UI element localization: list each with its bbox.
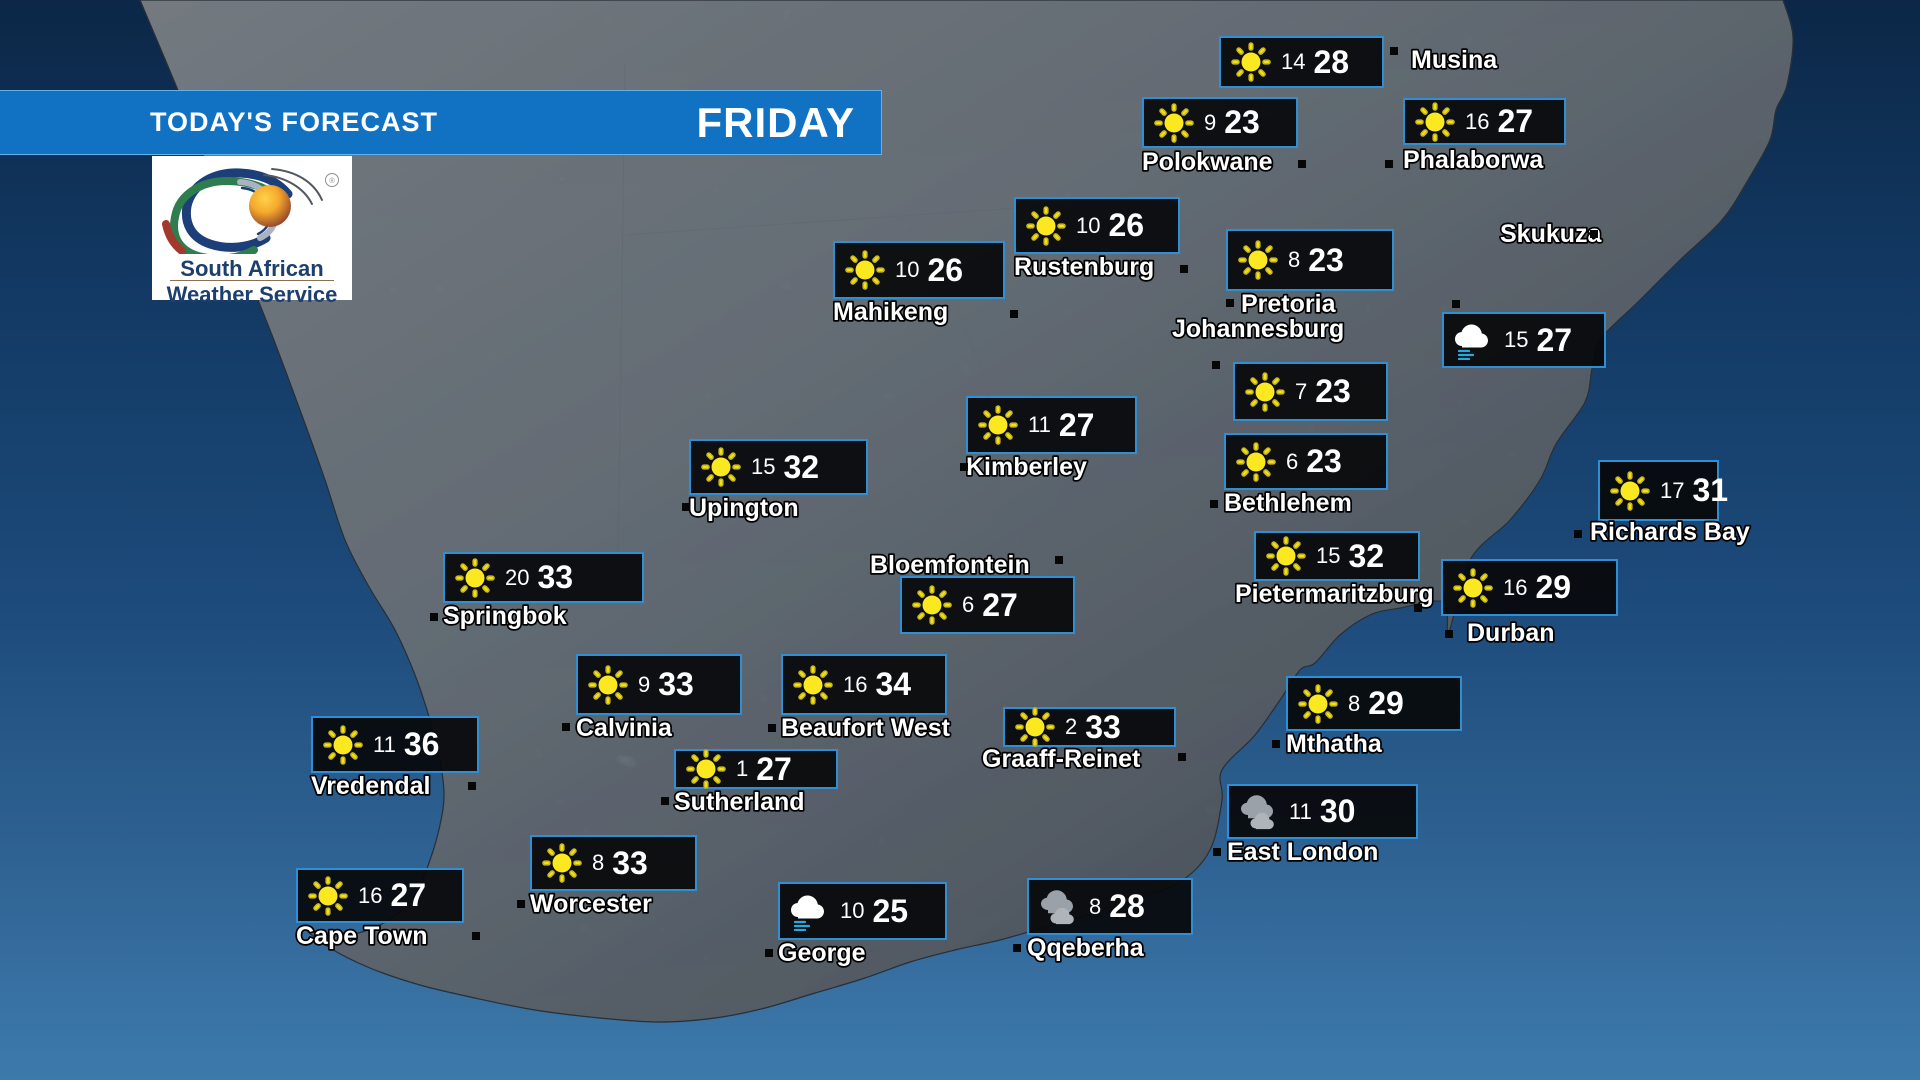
svg-text:Pretoria: Pretoria (1241, 290, 1337, 318)
svg-text:Musina: Musina (1411, 46, 1498, 74)
svg-text:Qqeberha: Qqeberha (1027, 934, 1145, 962)
svg-text:Bloemfontein: Bloemfontein (870, 551, 1030, 579)
svg-text:Phalaborwa: Phalaborwa (1403, 146, 1544, 174)
svg-text:Worcester: Worcester (530, 890, 652, 918)
svg-text:Sutherland: Sutherland (674, 788, 805, 816)
svg-text:Upington: Upington (689, 494, 799, 522)
svg-text:Beaufort West: Beaufort West (781, 714, 951, 742)
svg-text:Pietermaritzburg: Pietermaritzburg (1235, 580, 1434, 608)
svg-text:Vredendal: Vredendal (311, 772, 431, 800)
svg-text:Durban: Durban (1467, 619, 1555, 647)
svg-text:Kimberley: Kimberley (966, 453, 1087, 481)
svg-text:Rustenburg: Rustenburg (1014, 253, 1154, 281)
svg-text:Graaff-Reinet: Graaff-Reinet (982, 745, 1141, 773)
svg-text:East London: East London (1227, 838, 1378, 866)
svg-text:Calvinia: Calvinia (576, 714, 673, 742)
svg-text:Johannesburg: Johannesburg (1172, 315, 1344, 343)
svg-text:Mahikeng: Mahikeng (833, 298, 948, 326)
svg-text:George: George (778, 939, 866, 967)
svg-text:®: ® (329, 176, 335, 185)
svg-text:Polokwane: Polokwane (1142, 148, 1273, 176)
svg-text:Cape Town: Cape Town (296, 922, 427, 950)
svg-text:Richards Bay: Richards Bay (1590, 518, 1750, 546)
svg-text:Springbok: Springbok (443, 602, 567, 630)
svg-text:Skukuza: Skukuza (1500, 220, 1603, 248)
svg-text:Mthatha: Mthatha (1286, 730, 1383, 758)
